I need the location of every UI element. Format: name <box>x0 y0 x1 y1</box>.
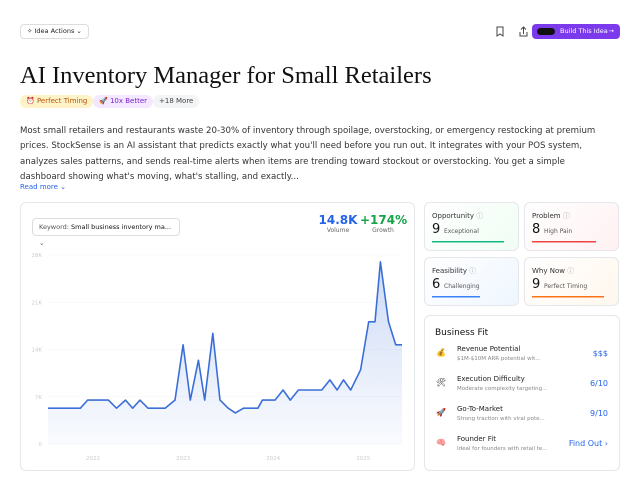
score-value: 6 <box>432 277 441 292</box>
score-label: Perfect Timing <box>544 283 588 290</box>
score-card: Problem ⓘ 8 High Pain <box>524 202 619 251</box>
score-bar-fill <box>432 296 480 298</box>
row-value: 6/10 <box>590 379 608 388</box>
x-tick-label: 2023 <box>176 456 190 462</box>
label: Read more <box>20 183 58 191</box>
description: Most small retailers and restaurants was… <box>20 126 596 183</box>
row-subtitle: Strong traction with viral pote... <box>457 416 545 422</box>
score-label: Exceptional <box>444 228 479 235</box>
build-button[interactable]: Build This Idea → <box>532 24 620 39</box>
row-value[interactable]: Find Out › <box>568 439 608 448</box>
score-bar <box>432 296 480 298</box>
info-icon: ⓘ <box>476 212 484 220</box>
card-title: Business Fit <box>435 328 489 338</box>
score-value: 9 <box>532 277 541 292</box>
row-subtitle: Ideal for founders with retail te... <box>457 446 547 452</box>
chevron: › <box>604 439 608 448</box>
score-title: Feasibility ⓘ <box>432 267 477 275</box>
score-title: Problem ⓘ <box>532 212 570 220</box>
line <box>48 261 402 414</box>
area <box>48 261 402 444</box>
row-title: Revenue Potential <box>457 345 521 353</box>
y-tick-label: 7K <box>35 395 42 401</box>
row-title: Execution Difficulty <box>457 375 525 383</box>
score-label: Challenging <box>444 283 480 290</box>
tag[interactable]: 🚀 10x Better <box>93 95 154 108</box>
title: AI Inventory Manager for Small Retailers <box>20 62 432 89</box>
score-title: Opportunity ⓘ <box>432 212 484 220</box>
y-tick-label: 0 <box>39 442 43 448</box>
row-subtitle: $1M-$10M ARR potential wit... <box>457 356 541 362</box>
value: Small business inventory ma... <box>71 223 172 231</box>
row-title: Go-To-Market <box>457 405 503 413</box>
metric-label: Growth <box>372 227 394 234</box>
row-icon: 🧠 <box>436 438 446 447</box>
row-title: Founder Fit <box>457 435 496 443</box>
x-tick-label: 2024 <box>266 456 280 462</box>
score-bar-fill <box>532 241 596 243</box>
row-icon: 🛠 <box>436 378 447 387</box>
metric-value: +174% <box>360 213 408 227</box>
business-fit: Business Fit <box>424 315 620 471</box>
tag[interactable]: +18 More <box>153 95 200 108</box>
score-card: Why Now ⓘ 9 Perfect Timing <box>524 257 619 306</box>
score-label: High Pain <box>544 228 573 235</box>
y-tick-label: 14K <box>31 348 42 354</box>
score-card: Feasibility ⓘ 6 Challenging <box>424 257 519 306</box>
x-tick-label: 2025 <box>356 456 370 462</box>
x-tick-label: 2022 <box>86 456 100 462</box>
metric: 14.8K Volume <box>318 213 358 234</box>
info-icon: ⓘ <box>562 212 570 220</box>
tag[interactable]: ⏰ Perfect Timing <box>20 95 94 108</box>
score-card: Opportunity ⓘ 9 Exceptional <box>424 202 519 251</box>
read-more[interactable]: Read more ⌄ <box>20 183 67 191</box>
row-value: 9/10 <box>590 409 608 418</box>
label: 10x Better <box>109 97 148 105</box>
metric: +174% Growth <box>360 213 408 234</box>
keyword-select[interactable]: Keyword: Small business inventory ma... … <box>32 218 180 247</box>
score-bar <box>532 296 604 298</box>
row-icon: 🚀 <box>436 408 446 417</box>
score-value: 8 <box>532 222 541 237</box>
row-value: $$$ <box>592 349 608 358</box>
idea-actions[interactable]: ✧ Idea Actions ⌄ <box>20 24 89 39</box>
metric-label: Volume <box>326 227 350 234</box>
label: Keyword: <box>39 223 69 231</box>
score-bar-fill <box>432 241 504 243</box>
label: Build This Idea <box>560 27 608 35</box>
y-tick-label: 28K <box>31 253 42 259</box>
score-title: Why Now ⓘ <box>532 267 575 275</box>
row-icon: 💰 <box>436 348 446 357</box>
label: Idea Actions <box>34 27 75 35</box>
score-bar <box>432 241 504 243</box>
score-value: 9 <box>432 222 441 237</box>
row-subtitle: Moderate complexity targeting... <box>457 386 547 392</box>
icons[interactable] <box>494 25 530 38</box>
chart-card <box>20 202 415 471</box>
metric-value: 14.8K <box>318 213 358 227</box>
y-tick-label: 21K <box>31 300 42 306</box>
label: Perfect Timing <box>36 97 88 105</box>
line-chart: 0 7K 14K 21K 28K 2022 2023 2024 2025 <box>31 253 402 462</box>
score-bar-fill <box>532 296 604 298</box>
info-icon: ⓘ <box>567 267 575 275</box>
score-bar <box>532 241 596 243</box>
info-icon: ⓘ <box>469 267 477 275</box>
